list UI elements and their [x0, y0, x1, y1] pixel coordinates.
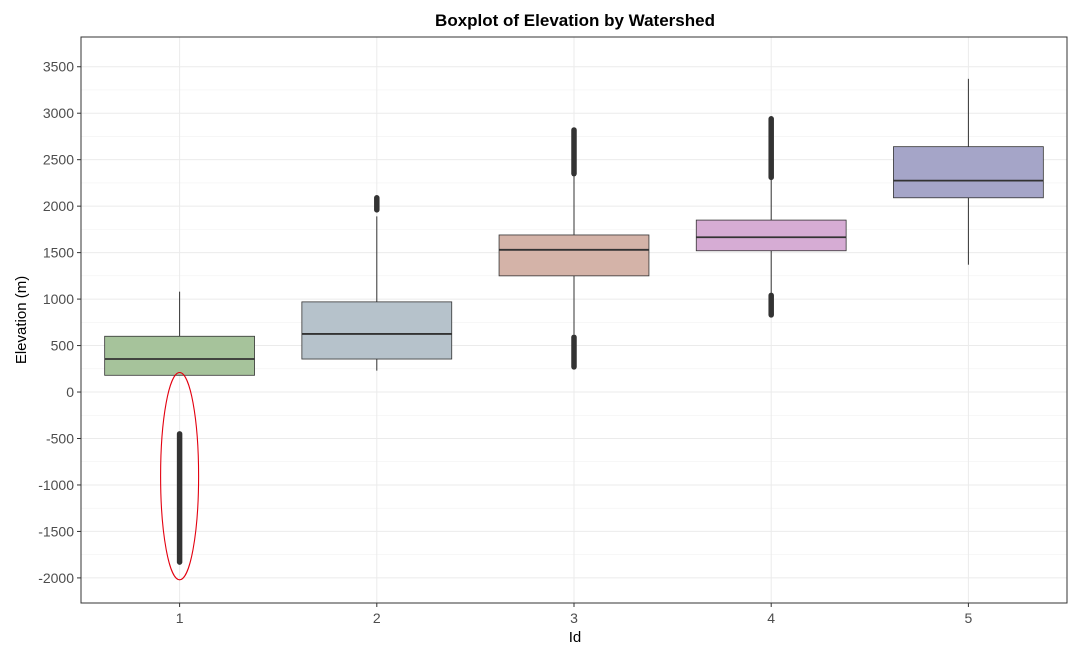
box-group-3 — [498, 127, 650, 370]
x-tick-label: 5 — [965, 610, 973, 626]
iqr-box — [301, 301, 453, 360]
x-tick-label: 2 — [373, 610, 381, 626]
x-tick-label: 3 — [570, 610, 578, 626]
y-tick-label: 0 — [66, 384, 74, 400]
iqr-box — [695, 219, 847, 252]
y-tick-label: 3000 — [43, 105, 74, 121]
box-group-4 — [695, 116, 847, 318]
x-axis-ticks: 1 2 3 4 5 — [176, 603, 973, 626]
box-group-1 — [104, 291, 255, 565]
iqr-box — [893, 146, 1044, 199]
annotation-layer — [160, 371, 200, 581]
y-tick-label: -2000 — [38, 570, 74, 586]
box-group-5 — [893, 78, 1044, 265]
annotation-ellipse — [160, 371, 200, 581]
x-tick-label: 4 — [767, 610, 775, 626]
y-tick-label: -500 — [46, 430, 74, 446]
chart-title: Boxplot of Elevation by Watershed — [435, 11, 715, 30]
y-tick-label: -1500 — [38, 523, 74, 539]
x-tick-label: 1 — [176, 610, 184, 626]
y-tick-label: -1000 — [38, 477, 74, 493]
y-tick-label: 1000 — [43, 291, 74, 307]
y-axis-ticks: -2000 -1500 -1000 -500 0 500 1000 1500 2000 2500 3… — [38, 59, 81, 586]
x-axis-title: Id — [569, 629, 582, 646]
y-axis-title: Elevation (m) — [13, 276, 30, 364]
y-tick-label: 2500 — [43, 152, 74, 168]
y-tick-label: 500 — [51, 338, 75, 354]
iqr-box — [104, 335, 255, 376]
box-group-2 — [301, 195, 453, 371]
y-tick-label: 3500 — [43, 59, 74, 75]
y-tick-label: 2000 — [43, 198, 74, 214]
box-layer — [104, 78, 1044, 565]
y-tick-label: 1500 — [43, 245, 74, 261]
iqr-box — [498, 234, 650, 277]
